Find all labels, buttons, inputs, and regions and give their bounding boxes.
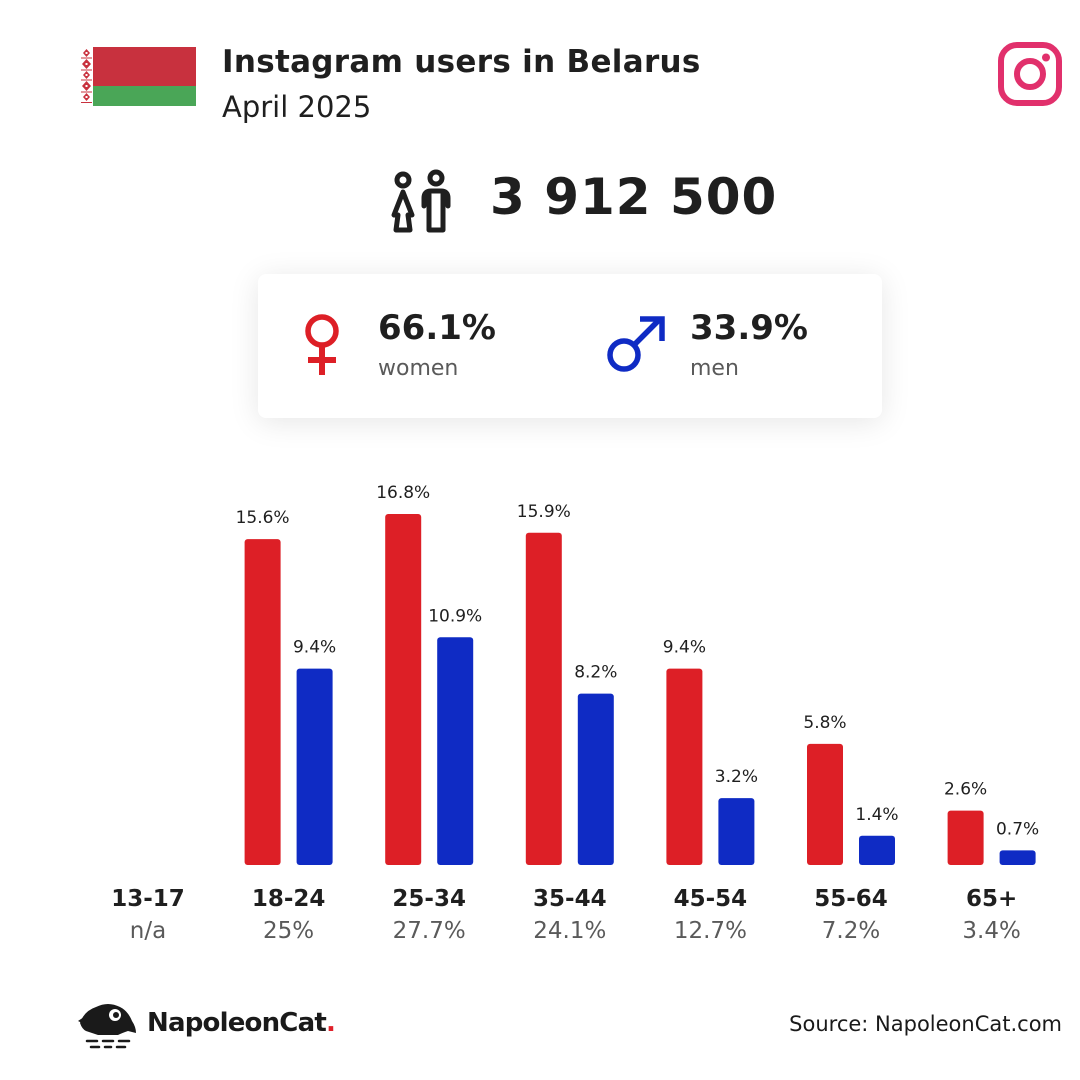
bar-women-55-64	[807, 743, 843, 865]
female-symbol-icon	[305, 314, 339, 375]
category-total-18-24: 25%	[263, 918, 314, 944]
bar-label-men-65+: 0.7%	[996, 819, 1039, 839]
bar-label-women-18-24: 15.6%	[236, 508, 290, 528]
bar-men-55-64	[859, 835, 895, 865]
men-label: men	[690, 356, 739, 381]
category-total-65+: 3.4%	[962, 918, 1020, 944]
category-total-55-64: 7.2%	[822, 918, 880, 944]
bar-label-men-18-24: 9.4%	[293, 638, 336, 658]
bar-label-men-45-54: 3.2%	[715, 767, 758, 787]
category-total-45-54: 12.7%	[674, 918, 747, 944]
page-title: Instagram users in Belarus	[222, 44, 701, 80]
brand-name: NapoleonCat.	[147, 1008, 336, 1038]
women-percentage: 66.1%	[378, 308, 496, 348]
bar-label-women-35-44: 15.9%	[517, 502, 571, 522]
bar-men-18-24	[296, 668, 333, 865]
bar-men-25-34	[437, 637, 474, 865]
category-label-45-54: 45-54	[674, 886, 748, 912]
source-credit: Source: NapoleonCat.com	[789, 1012, 1062, 1036]
category-label-13-17: 13-17	[111, 886, 185, 912]
category-total-13-17: n/a	[130, 918, 166, 944]
category-total-35-44: 24.1%	[533, 918, 606, 944]
instagram-icon	[998, 42, 1062, 106]
brand-name-text: NapoleonCat	[147, 1008, 327, 1038]
bar-label-women-25-34: 16.8%	[376, 483, 430, 503]
bar-women-65+	[947, 810, 984, 865]
bar-label-women-45-54: 9.4%	[663, 638, 706, 658]
gender-split-card	[258, 274, 882, 418]
bar-label-women-65+: 2.6%	[944, 780, 987, 800]
category-total-25-34: 27.7%	[393, 918, 466, 944]
belarus-flag-icon	[80, 47, 196, 106]
bar-women-25-34	[385, 514, 422, 865]
women-label: women	[378, 356, 459, 381]
category-label-55-64: 55-64	[814, 886, 888, 912]
bar-women-35-44	[525, 532, 562, 865]
bar-men-65+	[999, 850, 1036, 865]
bar-label-men-55-64: 1.4%	[855, 805, 898, 825]
bar-women-45-54	[666, 668, 703, 865]
category-label-35-44: 35-44	[533, 886, 607, 912]
total-users: 3 912 500	[490, 168, 778, 226]
bar-label-women-55-64: 5.8%	[803, 713, 846, 733]
bar-women-18-24	[244, 539, 281, 865]
male-symbol-icon	[607, 316, 665, 372]
bar-men-35-44	[577, 693, 614, 865]
category-label-25-34: 25-34	[392, 886, 466, 912]
bar-label-men-35-44: 8.2%	[574, 663, 617, 683]
napoleoncat-logo-icon	[78, 1004, 136, 1049]
bar-label-men-25-34: 10.9%	[428, 606, 482, 626]
brand-dot: .	[325, 1008, 336, 1038]
category-label-65+: 65+	[966, 886, 1017, 912]
bar-men-45-54	[718, 798, 755, 865]
page-date: April 2025	[222, 90, 372, 124]
men-percentage: 33.9%	[690, 308, 808, 348]
category-label-18-24: 18-24	[252, 886, 326, 912]
users-icon	[391, 169, 451, 233]
